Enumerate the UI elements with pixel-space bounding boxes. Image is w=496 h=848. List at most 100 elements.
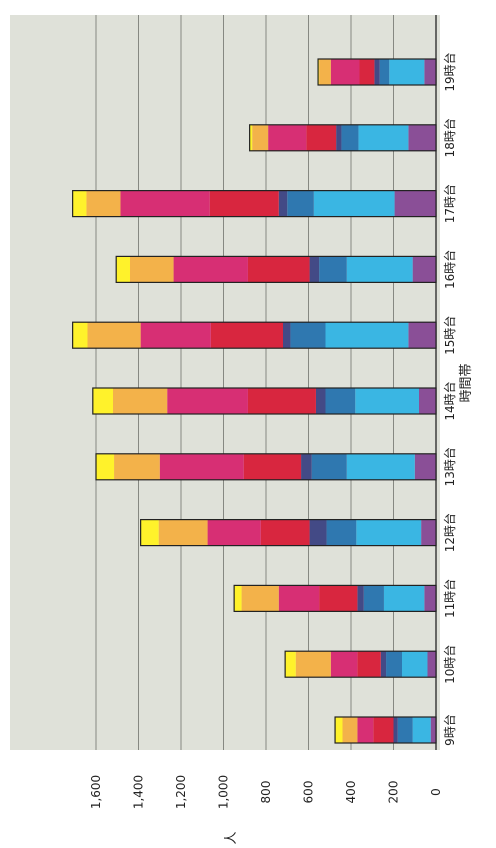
bar-segment bbox=[278, 190, 288, 217]
bar-segment bbox=[424, 59, 436, 85]
bar-segment bbox=[355, 388, 419, 414]
bar-segment bbox=[315, 388, 326, 414]
bar-segment bbox=[86, 190, 121, 217]
value-tick-label: 1,600 bbox=[89, 775, 103, 809]
category-label: 14時台 bbox=[442, 381, 457, 420]
bar-segment bbox=[380, 651, 387, 678]
bar-segment bbox=[408, 124, 437, 151]
bar-segment bbox=[330, 651, 358, 678]
bar-outline bbox=[92, 387, 437, 415]
bar-segment bbox=[116, 256, 130, 283]
bar-segment bbox=[234, 585, 242, 612]
bar-segment bbox=[130, 256, 174, 283]
bar-segment bbox=[326, 519, 357, 546]
bar-segment bbox=[158, 519, 208, 546]
bar-segment bbox=[92, 388, 113, 414]
bar-segment bbox=[412, 256, 437, 283]
bar-segment bbox=[319, 256, 347, 283]
bar-segment bbox=[394, 190, 436, 217]
bar-segment bbox=[319, 59, 331, 85]
bar-segment bbox=[301, 453, 312, 480]
bar-segment bbox=[72, 190, 87, 217]
bar-segment bbox=[247, 388, 316, 414]
bar-segment bbox=[210, 322, 283, 349]
bar-segment bbox=[373, 717, 394, 743]
bar-segment bbox=[374, 59, 380, 85]
bar-segment bbox=[209, 190, 279, 217]
bar-segment bbox=[249, 124, 253, 151]
value-tick-label: 0 bbox=[429, 788, 443, 796]
bar-segment bbox=[356, 519, 422, 546]
bar-segment bbox=[285, 651, 296, 678]
bar-segment bbox=[335, 717, 343, 743]
value-tick-label: 600 bbox=[302, 781, 316, 804]
bar-segment bbox=[287, 190, 314, 217]
bar-segment bbox=[207, 519, 261, 546]
value-tick-label: 400 bbox=[344, 781, 358, 804]
bar-segment bbox=[114, 453, 160, 480]
bar-segment bbox=[311, 453, 347, 480]
bar-segment bbox=[358, 124, 409, 151]
bar-segment bbox=[113, 388, 168, 414]
bar-segment bbox=[313, 190, 395, 217]
category-label: 12時台 bbox=[442, 513, 457, 552]
bar-segment bbox=[252, 124, 269, 151]
bar-segment bbox=[389, 59, 425, 85]
value-tick-label: 1,400 bbox=[132, 775, 146, 809]
bar-segment bbox=[412, 717, 431, 743]
bar-segment bbox=[309, 256, 320, 283]
value-tick-label: 1,000 bbox=[217, 775, 231, 809]
bar-segment bbox=[241, 585, 279, 612]
bar-segment bbox=[278, 585, 320, 612]
bar-segment bbox=[427, 651, 436, 678]
bar-segment bbox=[346, 256, 413, 283]
value-tick-label: 200 bbox=[387, 781, 401, 804]
bar-segment bbox=[421, 519, 437, 546]
bar-segment bbox=[140, 519, 159, 546]
bars bbox=[72, 58, 437, 744]
bar-segment bbox=[341, 124, 359, 151]
bar-segment bbox=[167, 388, 248, 414]
bar-segment bbox=[290, 322, 326, 349]
bar-segment bbox=[357, 717, 374, 743]
bar-segment bbox=[120, 190, 210, 217]
bar-outline bbox=[317, 58, 437, 86]
category-label: 19時台 bbox=[442, 52, 457, 91]
bar-segment bbox=[363, 585, 384, 612]
bar-outline bbox=[72, 321, 437, 349]
bar-segment bbox=[359, 59, 375, 85]
value-tick-label: 800 bbox=[259, 781, 273, 804]
bar-segment bbox=[268, 124, 307, 151]
bar-segment bbox=[306, 124, 337, 151]
bar-segment bbox=[325, 322, 409, 349]
bar-segment bbox=[408, 322, 437, 349]
bar-segment bbox=[295, 651, 331, 678]
bar-outline bbox=[72, 190, 437, 218]
bar-outline bbox=[115, 255, 437, 283]
bar-segment bbox=[419, 388, 436, 414]
bar-segment bbox=[386, 651, 402, 678]
bar-segment bbox=[87, 322, 141, 349]
bar-segment bbox=[402, 651, 428, 678]
bar-segment bbox=[173, 256, 248, 283]
category-label: 13時台 bbox=[442, 447, 457, 486]
bar-segment bbox=[247, 256, 310, 283]
category-label: 16時台 bbox=[442, 250, 457, 289]
bar-outline bbox=[233, 584, 437, 613]
bar-segment bbox=[140, 322, 211, 349]
bar-segment bbox=[325, 388, 356, 414]
bar-segment bbox=[357, 585, 364, 612]
bar-segment bbox=[393, 717, 398, 743]
bar-segment bbox=[397, 717, 413, 743]
bar-segment bbox=[309, 519, 327, 546]
category-label: 17時台 bbox=[442, 184, 457, 223]
bar-outline bbox=[140, 518, 437, 547]
value-axis-ticks: 0 200 400 600 800 1,000 1,200 1,400 1,600 bbox=[89, 775, 443, 809]
bar-segment bbox=[330, 59, 360, 85]
bar-segment bbox=[72, 322, 88, 349]
bar-segment bbox=[430, 717, 436, 743]
bar-outline bbox=[249, 124, 437, 152]
bar-outline bbox=[334, 716, 437, 744]
bar-outline bbox=[95, 453, 437, 481]
